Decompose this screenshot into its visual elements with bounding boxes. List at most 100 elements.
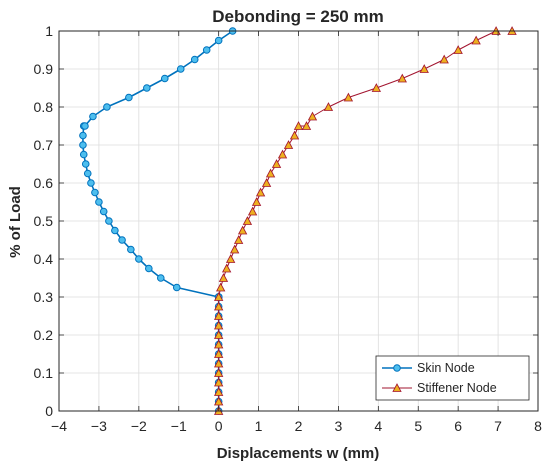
x-tick-label: 4 <box>374 418 382 434</box>
stiffener-node-point <box>293 121 304 130</box>
skin-node-point <box>111 226 119 235</box>
x-tick-label: 8 <box>534 418 542 434</box>
x-tick-label: 6 <box>454 418 462 434</box>
stiffener-node-point <box>397 73 407 83</box>
stiffener-node-point <box>343 92 354 102</box>
x-tick-label: −1 <box>171 418 187 434</box>
skin-node-point <box>87 179 95 187</box>
x-tick-label: 5 <box>414 418 422 434</box>
x-tick-label: 3 <box>335 418 343 434</box>
stiffener-node-point <box>214 349 224 358</box>
stiffener-node-point <box>221 263 232 273</box>
legend-skin-label: Skin Node <box>417 361 475 375</box>
stiffener-node-point <box>371 83 382 92</box>
stiffener-node-point <box>214 368 224 377</box>
legend-stiffener-marker <box>392 383 402 392</box>
skin-node-point <box>83 169 92 178</box>
y-axis-label: % of Load <box>7 186 24 258</box>
y-tick-label: 0.6 <box>34 175 54 191</box>
y-tick-label: 1 <box>45 23 53 39</box>
x-tick-label: −4 <box>51 418 67 434</box>
skin-node-point <box>89 112 97 121</box>
skin-node-point <box>79 141 87 149</box>
y-tick-label: 0 <box>45 403 53 419</box>
stiffener-node-point <box>471 35 481 45</box>
y-tick-label: 0.4 <box>34 251 54 267</box>
stiffener-node-point <box>237 225 248 235</box>
stiffener-node-point <box>419 64 429 73</box>
stiffener-node-point <box>283 140 294 149</box>
skin-node-point <box>81 160 90 168</box>
stiffener-node-point <box>307 111 318 121</box>
stiffener-node-point <box>218 273 229 282</box>
stiffener-node-point <box>214 358 224 368</box>
stiffener-node-point <box>289 130 300 140</box>
ticks <box>58 30 539 412</box>
legend: Skin Node Stiffener Node <box>375 355 530 401</box>
skin-node-point <box>91 188 99 197</box>
stiffener-node-point <box>277 149 288 159</box>
skin-node-point <box>79 131 87 140</box>
series-group <box>79 26 517 415</box>
stiffener-node-point <box>261 178 272 187</box>
skin-node-point <box>214 36 223 45</box>
skin-node-point <box>79 150 88 159</box>
legend-stiffener-label: Stiffener Node <box>417 381 497 395</box>
legend-box <box>375 355 530 401</box>
skin-node-point <box>160 74 169 83</box>
skin-node-point <box>118 236 126 244</box>
y-tick-label: 0.9 <box>34 61 54 77</box>
skin-node-point <box>105 217 113 225</box>
y-tick-label: 0.8 <box>34 99 54 115</box>
stiffener-node-point <box>214 330 224 339</box>
stiffener-node-point <box>215 282 226 292</box>
x-tick-label: 0 <box>215 418 223 434</box>
skin-node-point <box>172 283 181 292</box>
stiffener-node-point <box>214 339 224 349</box>
x-tick-label: 1 <box>255 418 263 434</box>
tick-labels: −4 −3 −2 −1 0 1 2 3 4 5 6 7 8 0 0.1 0.2 0.3 0.4 0.5 0.6 0.7 0… <box>34 23 543 434</box>
skin-node-point <box>95 198 103 206</box>
stiffener-node-point <box>242 216 253 225</box>
skin-node-point <box>143 84 151 92</box>
stiffener-node-point <box>214 320 224 330</box>
stiffener-node-point <box>214 292 224 301</box>
skin-node-point <box>99 207 108 216</box>
legend-skin-marker <box>393 364 401 372</box>
skin-node-point <box>127 245 135 254</box>
stiffener-node-point <box>265 168 276 178</box>
skin-node-point <box>190 55 199 64</box>
stiffener-node-point <box>301 121 312 130</box>
y-tick-label: 0.5 <box>34 213 54 229</box>
skin-node-point <box>202 46 211 54</box>
y-tick-label: 0.7 <box>34 137 54 153</box>
stiffener-node-point <box>271 159 282 168</box>
stiffener-node-point <box>251 197 262 206</box>
stiffener-node-point <box>439 54 449 64</box>
y-tick-label: 0.1 <box>34 365 54 381</box>
x-tick-label: −2 <box>131 418 147 434</box>
stiffener-node-point <box>214 387 224 396</box>
stiffener-node-point <box>214 377 224 387</box>
y-tick-label: 0.3 <box>34 289 54 305</box>
skin-node-point <box>135 255 143 263</box>
stiffener-node-point <box>255 187 266 197</box>
skin-node-point <box>81 122 89 130</box>
x-axis-label: Displacements w (mm) <box>217 445 380 462</box>
chart-title: Debonding = 250 mm <box>212 7 383 26</box>
skin-node-point <box>103 103 111 111</box>
x-tick-label: −3 <box>91 418 107 434</box>
skin-node-point <box>176 65 185 73</box>
stiffener-node-point <box>453 45 463 54</box>
stiffener-node-point <box>214 311 224 320</box>
x-tick-label: 7 <box>494 418 502 434</box>
stiffener-node-point <box>214 396 224 406</box>
stiffener-node-point <box>229 244 240 254</box>
y-tick-label: 0.2 <box>34 327 54 343</box>
x-tick-label: 2 <box>295 418 303 434</box>
stiffener-node-point <box>214 301 224 311</box>
stiffener-node-point <box>225 254 236 263</box>
skin-node-point <box>145 264 153 273</box>
